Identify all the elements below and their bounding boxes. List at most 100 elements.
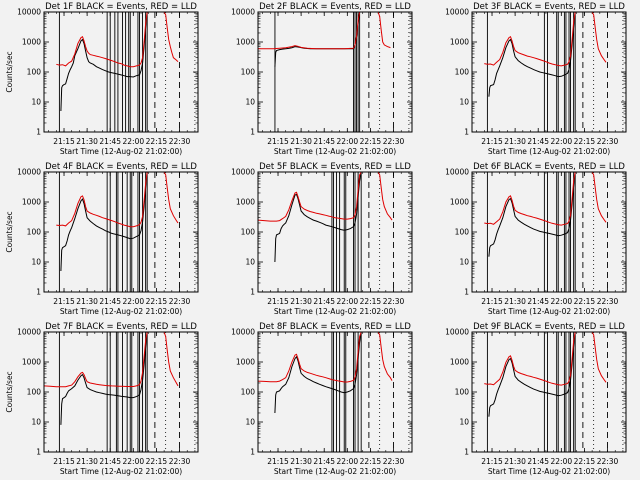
x-tick-label: 21:15	[267, 137, 289, 146]
x-tick-label: 22:15	[574, 297, 596, 306]
y-tick-label: 10	[31, 418, 41, 427]
x-tick-label: 22:15	[574, 457, 596, 466]
y-tick-label: 10000	[231, 8, 255, 17]
x-tick-label: 21:45	[99, 457, 121, 466]
y-tick-label: 10	[459, 418, 469, 427]
plot-area	[44, 332, 196, 452]
plot-frame	[471, 331, 627, 453]
x-tick-label: 22:00	[123, 137, 145, 146]
x-tick-label: 21:15	[481, 137, 503, 146]
x-tick-label: 21:45	[313, 137, 335, 146]
x-axis-label: Start Time (12-Aug-02 21:02:00)	[60, 307, 182, 316]
plot-frame	[471, 11, 627, 133]
y-tick-label: 10	[245, 98, 255, 107]
x-tick-label: 21:45	[527, 137, 549, 146]
x-tick-label: 22:00	[551, 137, 573, 146]
plot-frame	[471, 171, 627, 293]
plot-area	[484, 332, 624, 452]
x-tick-label: 21:15	[53, 297, 75, 306]
y-tick-label: 10000	[17, 8, 41, 17]
y-tick-label: 10000	[231, 328, 255, 337]
x-tick-label: 22:30	[383, 297, 405, 306]
y-tick-label: 100	[241, 68, 256, 77]
x-tick-label: 22:00	[123, 297, 145, 306]
plot-frame	[257, 331, 413, 453]
y-tick-label: 1000	[22, 358, 41, 367]
x-tick-label: 22:00	[551, 297, 573, 306]
y-tick-label: 100	[455, 68, 470, 77]
x-axis-label: Start Time (12-Aug-02 21:02:00)	[488, 147, 610, 156]
series-events-line	[488, 12, 576, 97]
y-axis-label: Counts/sec	[5, 211, 14, 252]
y-axis-label: Counts/sec	[5, 51, 14, 92]
panel-det-6f: Det 6F BLACK = Events, RED = LLD Start Ti…	[445, 162, 627, 316]
x-tick-label: 22:00	[123, 457, 145, 466]
x-tick-label: 22:30	[383, 137, 405, 146]
panel-title: Det 7F BLACK = Events, RED = LLD	[45, 322, 197, 332]
x-tick-label: 21:30	[504, 137, 526, 146]
series-events-line	[488, 172, 576, 257]
y-tick-label: 100	[27, 228, 42, 237]
x-tick-label: 22:15	[146, 457, 168, 466]
x-axis-label: Start Time (12-Aug-02 21:02:00)	[488, 467, 610, 476]
y-tick-label: 1	[250, 448, 255, 457]
plot-frame	[43, 331, 199, 453]
x-tick-label: 21:45	[527, 457, 549, 466]
y-tick-label: 1000	[450, 198, 469, 207]
x-axis-label: Start Time (12-Aug-02 21:02:00)	[274, 307, 396, 316]
series-events-line	[274, 172, 362, 263]
plot-frame	[257, 171, 413, 293]
y-tick-label: 100	[455, 388, 470, 397]
plot-area	[56, 172, 196, 292]
y-tick-label: 10	[31, 258, 41, 267]
y-tick-label: 1	[36, 448, 41, 457]
y-tick-label: 10000	[231, 168, 255, 177]
x-tick-label: 22:00	[337, 457, 359, 466]
x-tick-label: 21:30	[290, 457, 312, 466]
y-tick-label: 10	[31, 98, 41, 107]
x-tick-label: 21:15	[53, 137, 75, 146]
y-tick-label: 10000	[17, 168, 41, 177]
x-tick-label: 21:15	[267, 457, 289, 466]
y-tick-label: 1	[250, 288, 255, 297]
x-tick-label: 22:15	[574, 137, 596, 146]
plot-frame	[257, 11, 413, 133]
y-tick-label: 10000	[445, 328, 469, 337]
y-tick-label: 1	[36, 288, 41, 297]
series-events-line	[274, 12, 361, 67]
x-tick-label: 22:30	[169, 457, 191, 466]
x-axis-label: Start Time (12-Aug-02 21:02:00)	[274, 467, 396, 476]
plot-area	[56, 12, 196, 132]
series-lld-line	[484, 172, 607, 226]
panel-det-2f: Det 2F BLACK = Events, RED = LLD Start Ti…	[231, 2, 413, 156]
x-tick-label: 21:30	[76, 137, 98, 146]
x-axis-label: Start Time (12-Aug-02 21:02:00)	[60, 147, 182, 156]
series-events-line	[274, 332, 362, 414]
panel-det-5f: Det 5F BLACK = Events, RED = LLD Start Ti…	[231, 162, 413, 316]
series-lld-line	[484, 12, 607, 67]
panel-det-8f: Det 8F BLACK = Events, RED = LLD Start Ti…	[231, 322, 413, 476]
plot-area	[258, 332, 410, 452]
series-events-line	[60, 332, 148, 425]
y-tick-label: 1000	[22, 198, 41, 207]
y-tick-label: 1000	[236, 198, 255, 207]
panel-det-1f: Det 1F BLACK = Events, RED = LLD Counts/s…	[5, 2, 199, 156]
panel-title: Det 3F BLACK = Events, RED = LLD	[473, 2, 625, 12]
x-tick-label: 22:00	[337, 137, 359, 146]
y-tick-label: 1	[464, 128, 469, 137]
y-tick-label: 1	[464, 448, 469, 457]
y-tick-label: 10000	[17, 328, 41, 337]
series-lld-line	[258, 332, 393, 383]
x-tick-label: 21:30	[504, 297, 526, 306]
x-tick-label: 22:30	[597, 457, 619, 466]
y-tick-label: 10	[245, 418, 255, 427]
series-events-line	[488, 332, 576, 417]
series-lld-line	[258, 12, 391, 50]
series-lld-line	[258, 172, 393, 222]
x-tick-label: 21:45	[313, 297, 335, 306]
y-tick-label: 1000	[22, 38, 41, 47]
panel-title: Det 4F BLACK = Events, RED = LLD	[45, 162, 197, 172]
y-tick-label: 10000	[445, 8, 469, 17]
x-tick-label: 22:15	[360, 457, 382, 466]
